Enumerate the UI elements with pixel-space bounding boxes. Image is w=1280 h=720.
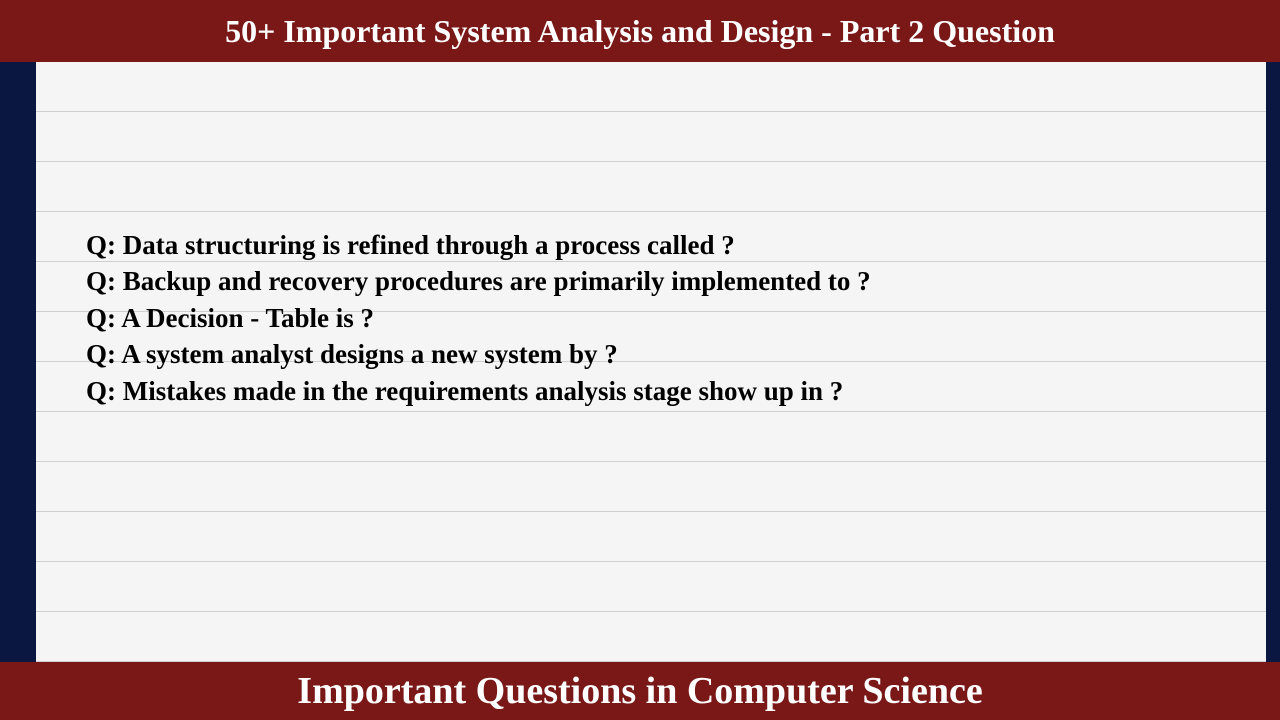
question-item: Q: Mistakes made in the requirements ana… (86, 373, 871, 409)
question-item: Q: A Decision - Table is ? (86, 300, 871, 336)
footer-title: Important Questions in Computer Science (297, 669, 982, 713)
page-root: 50+ Important System Analysis and Design… (0, 0, 1280, 720)
spine-right (1266, 62, 1280, 662)
question-list: Q: Data structuring is refined through a… (86, 227, 871, 409)
notebook-area: Q: Data structuring is refined through a… (0, 62, 1280, 662)
question-item: Q: Data structuring is refined through a… (86, 227, 871, 263)
header-bar: 50+ Important System Analysis and Design… (0, 0, 1280, 62)
spine-left (0, 62, 36, 662)
paper: Q: Data structuring is refined through a… (36, 62, 1266, 662)
header-title: 50+ Important System Analysis and Design… (225, 13, 1055, 50)
question-item: Q: Backup and recovery procedures are pr… (86, 263, 871, 299)
footer-bar: Important Questions in Computer Science (0, 662, 1280, 720)
question-item: Q: A system analyst designs a new system… (86, 336, 871, 372)
